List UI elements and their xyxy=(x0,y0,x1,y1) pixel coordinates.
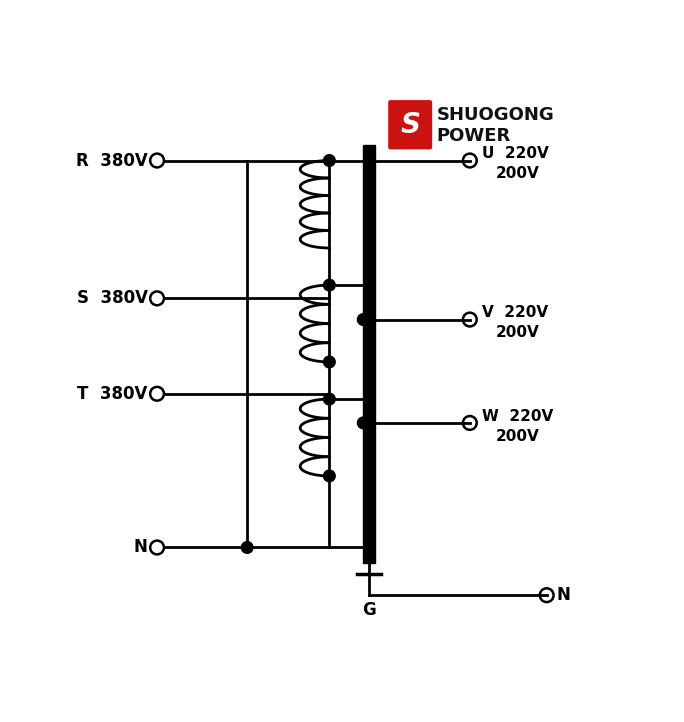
Text: N: N xyxy=(556,586,570,604)
Bar xyxy=(363,144,375,563)
Circle shape xyxy=(324,393,335,405)
Text: 200V: 200V xyxy=(495,166,539,181)
Circle shape xyxy=(358,314,369,326)
Text: 200V: 200V xyxy=(495,326,539,340)
Text: S: S xyxy=(400,110,420,139)
Text: V  220V: V 220V xyxy=(482,305,548,320)
Text: POWER: POWER xyxy=(436,126,511,144)
Text: S  380V: S 380V xyxy=(77,290,148,308)
Text: T  380V: T 380V xyxy=(77,385,148,403)
Text: R  380V: R 380V xyxy=(76,152,148,170)
Circle shape xyxy=(358,417,369,429)
Circle shape xyxy=(241,542,253,553)
Text: SHUOGONG: SHUOGONG xyxy=(436,106,554,124)
Text: N: N xyxy=(133,539,148,557)
Circle shape xyxy=(324,470,335,482)
Circle shape xyxy=(324,279,335,291)
Text: W  220V: W 220V xyxy=(482,409,553,424)
Text: U  220V: U 220V xyxy=(482,146,549,161)
Text: 200V: 200V xyxy=(495,429,539,444)
Circle shape xyxy=(324,155,335,166)
Text: G: G xyxy=(363,601,376,619)
Circle shape xyxy=(324,356,335,367)
FancyBboxPatch shape xyxy=(389,100,432,149)
